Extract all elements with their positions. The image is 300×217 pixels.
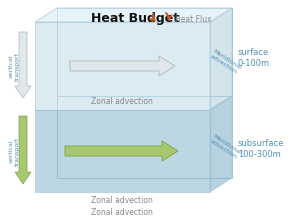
Text: Meridional
advection: Meridional advection [208, 133, 242, 161]
Polygon shape [15, 116, 31, 184]
Polygon shape [35, 8, 232, 22]
Text: Zonal advection: Zonal advection [91, 208, 153, 217]
Text: Heat Budget: Heat Budget [91, 12, 179, 25]
Text: Zonal advection: Zonal advection [91, 97, 153, 106]
Text: vertical
transport: vertical transport [8, 136, 20, 166]
Text: subsurface
100-300m: subsurface 100-300m [238, 139, 284, 159]
Polygon shape [210, 8, 232, 110]
Polygon shape [15, 32, 31, 98]
Polygon shape [210, 96, 232, 192]
Polygon shape [35, 110, 210, 192]
Polygon shape [35, 22, 210, 110]
Polygon shape [65, 141, 178, 161]
Polygon shape [70, 56, 175, 76]
Text: Meridional
advection: Meridional advection [208, 49, 242, 76]
Text: vertical
transport: vertical transport [8, 51, 20, 81]
Text: surface
0-100m: surface 0-100m [238, 48, 270, 68]
Text: Zonal advection: Zonal advection [91, 196, 153, 205]
Text: Heat Flux: Heat Flux [175, 15, 211, 23]
